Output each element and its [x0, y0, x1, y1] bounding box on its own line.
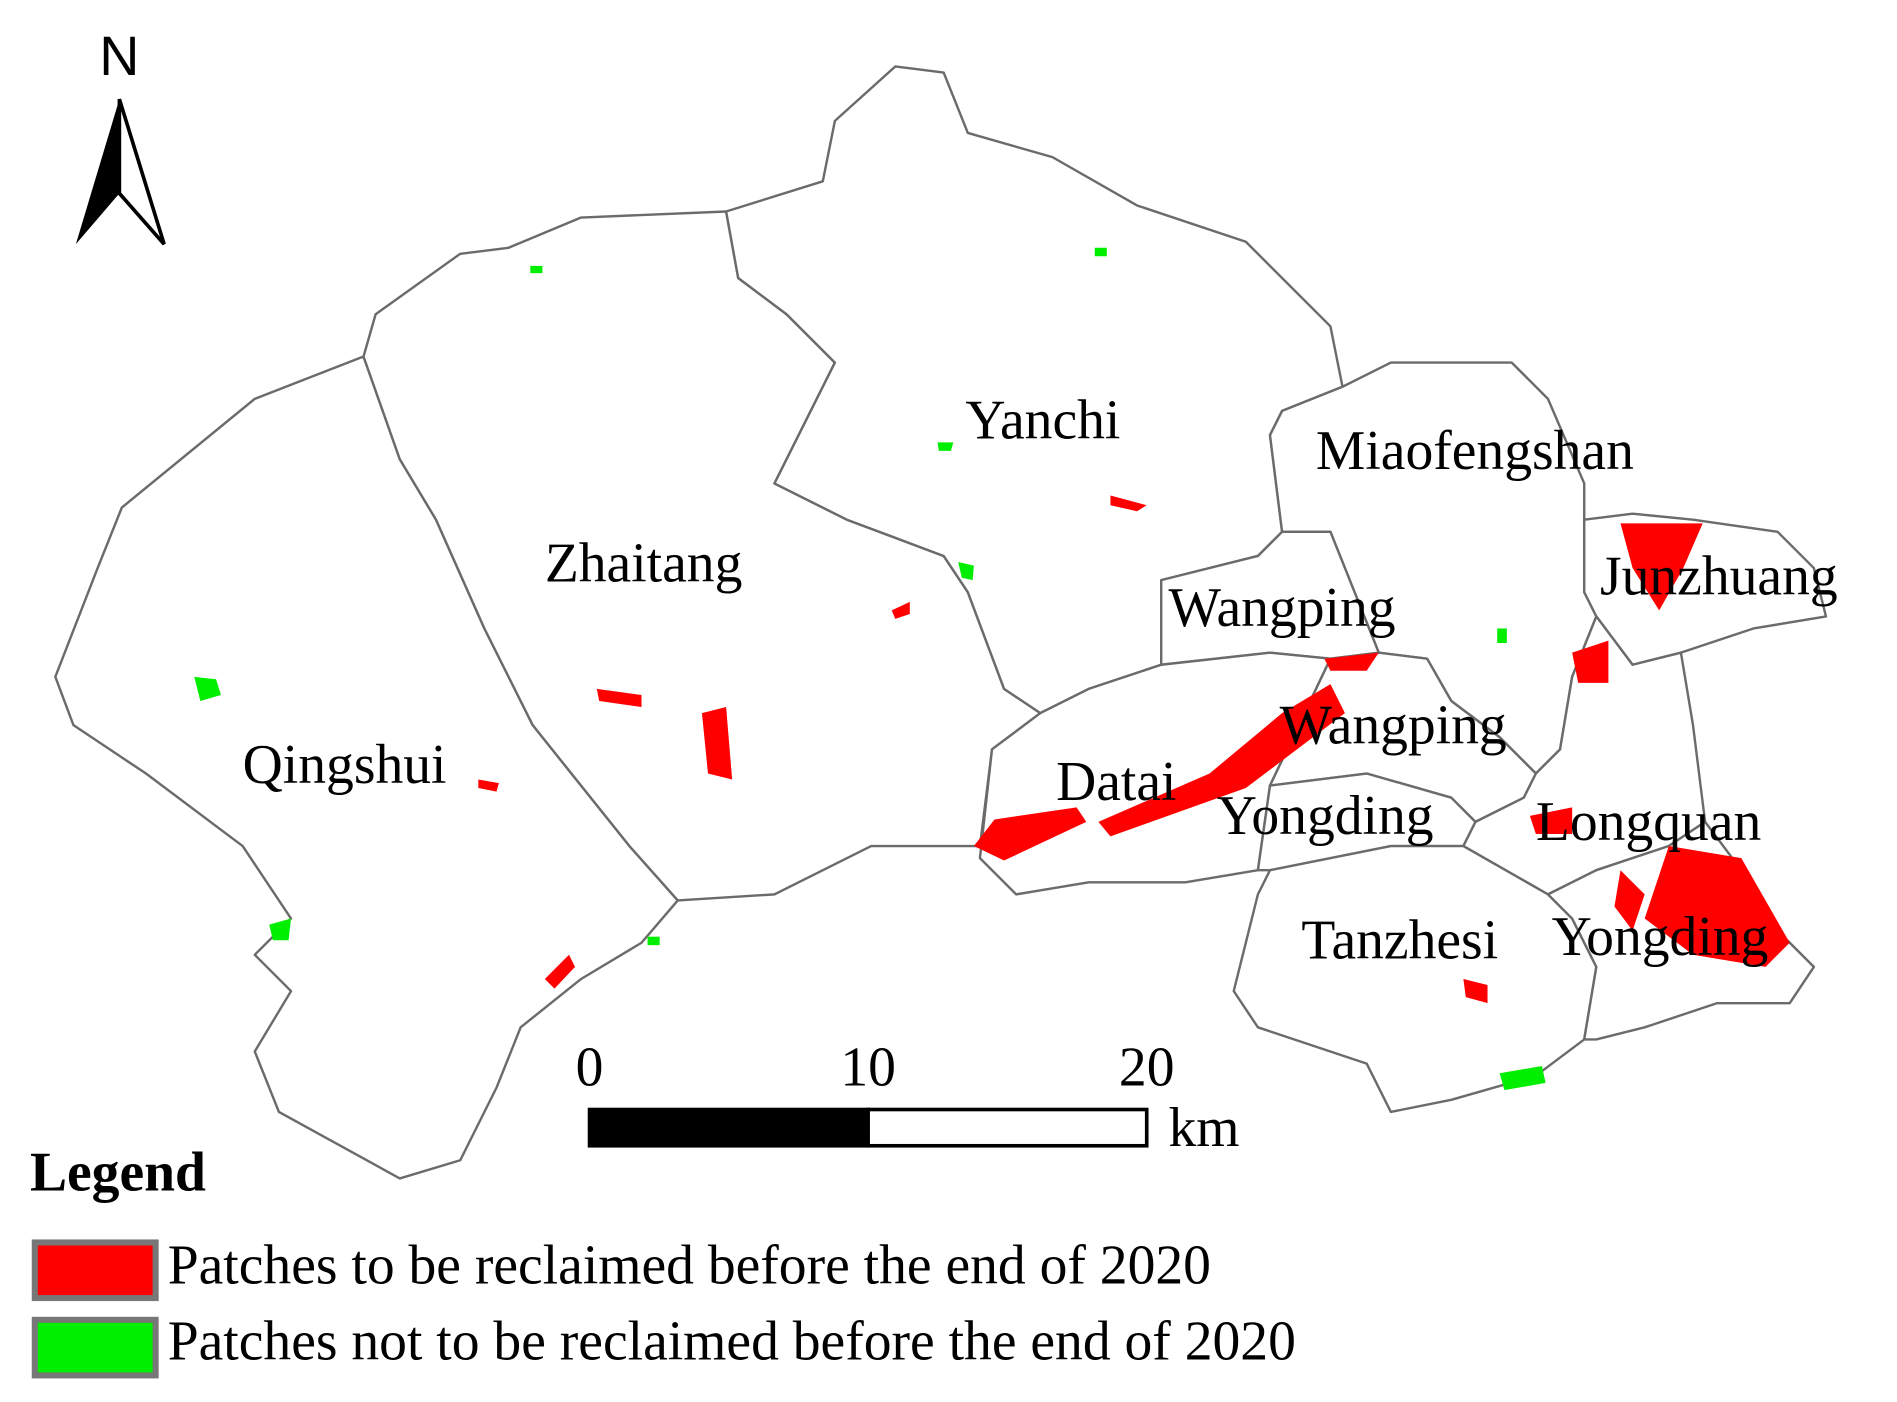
red-patch [1110, 495, 1147, 512]
red-patch [1529, 807, 1573, 834]
red-patch [478, 779, 499, 792]
legend-title: Legend [30, 1141, 206, 1203]
north-label: N [99, 25, 139, 87]
district-label: Yongding [1552, 906, 1769, 968]
red-patch [544, 954, 576, 989]
red-patch [1463, 978, 1488, 1004]
scale-tick-label: 0 [576, 1036, 604, 1098]
legend-label: Patches not to be reclaimed before the e… [168, 1311, 1296, 1373]
labels: Yanchi Miaofengshan Zhaitang Junzhuang W… [243, 390, 1838, 972]
legend-swatch [31, 1239, 159, 1302]
red-patch [1098, 684, 1345, 837]
district-label: Junzhuang [1600, 546, 1838, 608]
arrow-right [117, 98, 166, 246]
green-patch [1499, 1066, 1546, 1091]
scale-segment [866, 1107, 1149, 1148]
red-patch [1324, 652, 1379, 671]
red-patch [1620, 523, 1703, 611]
green-patch [530, 265, 543, 274]
scale-unit: km [1168, 1097, 1239, 1159]
green-patch [958, 562, 974, 581]
green-patch [647, 936, 660, 946]
red-patch [701, 707, 733, 780]
district-label: Zhaitang [545, 532, 743, 594]
green-patch [269, 918, 292, 941]
red-patch [1572, 640, 1609, 683]
district-label: Yanchi [965, 390, 1120, 452]
district-label: Longquan [1536, 791, 1761, 853]
green-patch [1094, 247, 1107, 257]
green-patch [1497, 628, 1507, 643]
red-patch [596, 688, 642, 708]
patches [194, 247, 1790, 1091]
datai-district [978, 651, 1332, 896]
red-patch [1614, 870, 1645, 931]
legend-swatch [31, 1316, 159, 1379]
red-patch [973, 807, 1087, 861]
red-patch [891, 601, 910, 619]
scale-segment [587, 1107, 870, 1148]
district-label: Wangping [1280, 694, 1507, 756]
scale-tick-label: 20 [1119, 1036, 1175, 1098]
district-label: Yongding [1217, 785, 1434, 847]
legend-label: Patches to be reclaimed before the end o… [168, 1235, 1211, 1297]
scale-tick-label: 10 [840, 1036, 896, 1098]
tanzhesi-district [1232, 844, 1598, 1114]
legend: Legend Patches to be reclaimed before th… [30, 1141, 1296, 1379]
district-label: Datai [1056, 751, 1176, 813]
districts [54, 65, 1828, 1180]
red-patch [1644, 846, 1790, 967]
green-patch [937, 442, 954, 451]
district-label: Qingshui [243, 734, 447, 796]
district-label: Tanzhesi [1301, 909, 1498, 971]
north-arrow: N [75, 25, 166, 246]
green-patch [194, 676, 221, 701]
district-label: Wangping [1168, 577, 1395, 639]
district-label: Miaofengshan [1316, 420, 1634, 482]
arrow-left [75, 99, 120, 245]
